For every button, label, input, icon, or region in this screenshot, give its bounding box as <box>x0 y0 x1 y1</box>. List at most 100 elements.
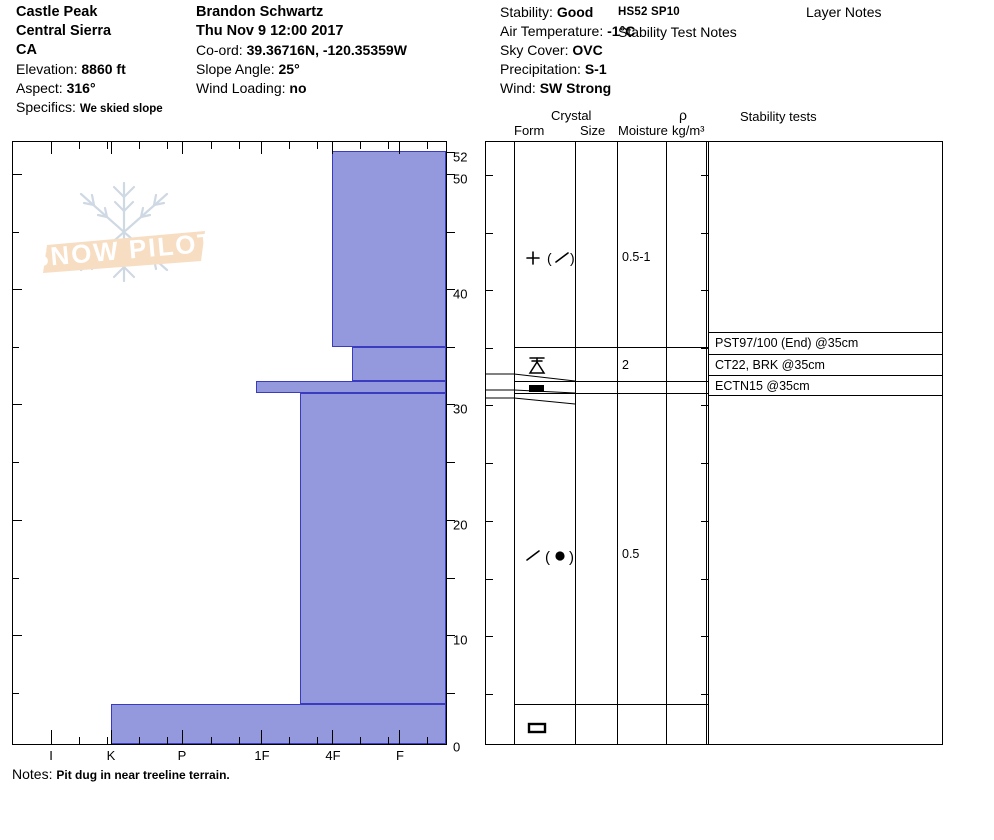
column-heading-size: Size <box>580 123 606 138</box>
wind-loading-row: Wind Loading: no <box>196 79 436 98</box>
svg-text:): ) <box>570 250 575 266</box>
observer-name: Brandon Schwartz <box>196 4 324 20</box>
depth-label-30: 30 <box>453 401 468 417</box>
col-sep-depthgutter <box>514 142 515 744</box>
layer-bar-3 <box>256 381 446 393</box>
grain-size-layer-2: 2 <box>622 358 629 372</box>
specifics-value: We skied slope <box>79 103 163 115</box>
hardness-label-1F: 1F <box>254 748 270 763</box>
wind-row: Wind: SW Strong <box>500 79 620 98</box>
elevation-value: 8860 ft <box>81 61 126 77</box>
sky-cover-row: Sky Cover: OVC <box>500 41 620 60</box>
weather-info-block: Stability: Good Air Temperature: -1°C Sk… <box>500 3 635 98</box>
slope-angle-row: Slope Angle: 25° <box>196 60 436 79</box>
depth-label-10: 10 <box>453 632 468 648</box>
table-depth-tick <box>486 521 493 522</box>
hardness-label-I: I <box>49 748 53 763</box>
header: Castle Peak Central Sierra CA Elevation:… <box>0 0 994 115</box>
svg-text:(: ( <box>545 549 550 566</box>
layer-notes-title: Layer Notes <box>806 4 882 20</box>
layer-boundary-35cm <box>514 347 708 348</box>
hardness-minor-tick <box>360 737 361 744</box>
stability-test-notes-title: Stability Test Notes <box>618 24 737 40</box>
svg-text:(: ( <box>547 250 552 266</box>
specifics-label: Specifics: <box>16 99 76 115</box>
col-sep-moisture <box>666 142 667 744</box>
wind-label: Wind: <box>500 80 536 96</box>
top-axis-ticks <box>13 142 446 154</box>
table-depth-tick <box>486 636 493 637</box>
density-col-depth-tick <box>701 405 708 406</box>
column-heading-density-symbol: ρ <box>679 107 687 123</box>
stability-test-1: PST97/100 (End) @35cm <box>715 336 859 350</box>
layer-bar-5 <box>111 704 446 744</box>
table-depth-tick <box>486 175 493 176</box>
snow-height-block: HS52 SP10 Stability Test Notes <box>618 3 798 42</box>
specifics-row: Specifics: We skied slope <box>16 98 186 119</box>
hardness-label-4F: 4F <box>325 748 341 763</box>
site-state: CA <box>16 42 37 58</box>
depth-tick-10 <box>447 635 455 636</box>
coordinates-row: Co-ord: 39.36716N, -120.35359W <box>196 41 436 60</box>
density-col-depth-tick <box>701 694 708 695</box>
hardness-tick-4F <box>332 730 333 744</box>
depth-label-40: 40 <box>453 286 468 302</box>
precipitation-row: Precipitation: S-1 <box>500 60 620 79</box>
air-temperature-label: Air Temperature: <box>500 23 604 39</box>
depth-label-52: 52 <box>453 149 468 165</box>
density-col-depth-tick <box>701 175 708 176</box>
hardness-minor-tick <box>107 737 108 744</box>
hs-sp-summary: HS52 SP10 <box>618 6 680 18</box>
hardness-label-P: P <box>177 748 187 763</box>
depth-tick-35 <box>447 347 455 348</box>
snow-profile-plot: SNOW PILOT <box>12 141 447 745</box>
stability-test-3: ECTN15 @35cm <box>715 379 810 393</box>
hardness-minor-tick <box>427 737 428 744</box>
stability-test-row-separator <box>708 375 942 376</box>
hardness-minor-tick <box>317 737 318 744</box>
table-depth-tick <box>486 405 493 406</box>
col-sep-form <box>575 142 576 744</box>
table-depth-tick <box>486 233 493 234</box>
layer-boundary-32cm <box>514 381 708 382</box>
air-temperature-value: -1°C <box>607 23 636 39</box>
facets-rounds-icon: ( ) <box>526 549 574 566</box>
layer-bar-1 <box>332 151 446 347</box>
column-heading-moisture: Moisture <box>618 123 668 138</box>
hardness-minor-tick <box>79 737 80 744</box>
density-col-depth-tick <box>701 290 708 291</box>
svg-text:SNOW PILOT: SNOW PILOT <box>30 227 217 273</box>
depth-tick-30 <box>447 404 455 405</box>
grain-symbol-layer-1: ( ) <box>523 248 581 271</box>
precipitation-value: S-1 <box>584 61 607 77</box>
slope-angle-label: Slope Angle: <box>196 61 275 77</box>
left-axis-depth-ticks <box>13 142 23 744</box>
notes-label: Notes: <box>12 766 53 782</box>
elevation-row: Elevation: 8860 ft <box>16 60 186 79</box>
depth-tick-45 <box>447 232 455 233</box>
column-heading-crystal: Crystal <box>551 108 592 123</box>
density-col-depth-tick <box>701 579 708 580</box>
depth-label-50: 50 <box>453 171 468 187</box>
hardness-minor-tick <box>211 737 212 744</box>
sky-cover-value: OVC <box>572 42 603 58</box>
col-sep-size <box>617 142 618 744</box>
table-depth-tick <box>486 348 493 349</box>
grain-symbol-layer-2 <box>526 354 548 379</box>
density-col-depth-tick <box>701 521 708 522</box>
grain-symbol-layer-4: ( ) <box>523 546 583 569</box>
layer-boundary-4cm <box>514 704 708 705</box>
table-depth-tick <box>486 694 493 695</box>
density-col-depth-tick <box>701 233 708 234</box>
stability-test-row-separator <box>708 332 942 333</box>
grain-symbol-layer-5 <box>526 720 548 739</box>
hardness-tick-P <box>182 730 183 744</box>
grain-symbol-layer-3 <box>526 381 548 398</box>
snowpilot-watermark: SNOW PILOT <box>29 177 219 287</box>
hardness-axis-labels: I K P 1F 4F F <box>0 748 460 768</box>
site-region: Central Sierra <box>16 23 112 39</box>
observation-datetime: Thu Nov 9 12:00 2017 <box>196 23 344 39</box>
stability-value: Good <box>556 4 594 20</box>
aspect-label: Aspect: <box>16 80 63 96</box>
ice-lens-icon <box>529 385 544 392</box>
